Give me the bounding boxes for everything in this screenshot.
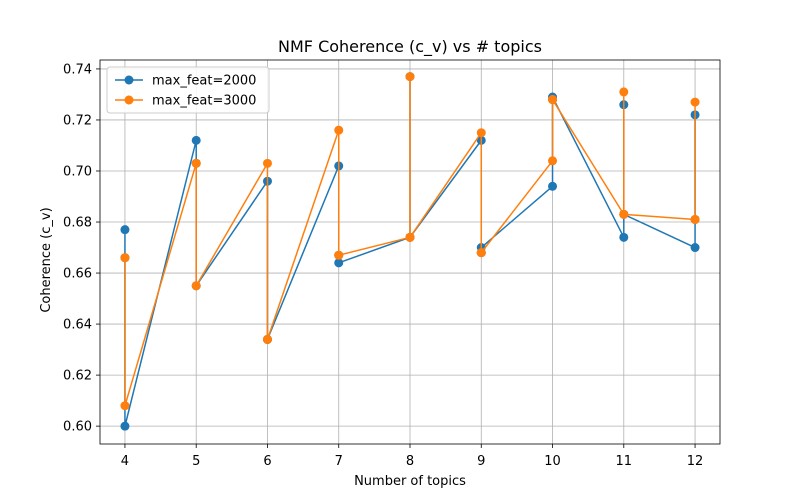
y-tick-label: 0.72 — [63, 113, 92, 128]
y-tick-label: 0.64 — [63, 318, 92, 333]
legend-swatch-marker — [124, 95, 134, 105]
legend: max_feat=2000 max_feat=3000 — [106, 66, 270, 114]
legend-swatch-marker — [124, 75, 134, 85]
data-point — [120, 225, 130, 235]
data-point — [548, 95, 558, 105]
x-tick-label: 5 — [192, 454, 200, 469]
data-point — [120, 253, 130, 263]
data-point — [405, 232, 415, 242]
data-point — [476, 128, 486, 138]
y-tick-label: 0.62 — [63, 369, 92, 384]
data-point — [548, 181, 558, 191]
y-tick-label: 0.70 — [63, 164, 92, 179]
legend-entry-label: max_feat=2000 — [152, 74, 256, 89]
y-tick-label: 0.74 — [63, 62, 92, 77]
data-point — [619, 209, 629, 219]
data-point — [120, 421, 130, 431]
data-point — [191, 158, 201, 168]
x-tick-label: 11 — [616, 454, 633, 469]
data-point — [262, 334, 272, 344]
data-point — [191, 281, 201, 291]
chart-title: NMF Coherence (c_v) vs # topics — [278, 37, 542, 57]
data-point — [262, 158, 272, 168]
x-tick-label: 9 — [477, 454, 485, 469]
data-point — [690, 214, 700, 224]
plot-frame — [99, 59, 721, 445]
data-point — [191, 135, 201, 145]
data-point — [334, 258, 344, 268]
x-tick-label: 6 — [263, 454, 271, 469]
data-point — [690, 243, 700, 253]
data-point — [476, 248, 486, 258]
data-point — [548, 156, 558, 166]
x-tick-label: 4 — [121, 454, 129, 469]
data-point — [334, 250, 344, 260]
data-point — [619, 87, 629, 97]
x-tick-label: 12 — [687, 454, 704, 469]
data-point — [405, 72, 415, 82]
x-tick-label: 7 — [335, 454, 343, 469]
y-tick-label: 0.68 — [63, 216, 92, 231]
x-axis-label: Number of topics — [354, 474, 466, 489]
x-tick-label: 8 — [406, 454, 414, 469]
legend-box — [106, 66, 270, 114]
x-tick-label: 10 — [544, 454, 561, 469]
data-point — [120, 401, 130, 411]
data-point — [619, 232, 629, 242]
y-axis-label: Coherence (c_v) — [39, 207, 54, 312]
data-point — [690, 97, 700, 107]
y-tick-label: 0.66 — [63, 267, 92, 282]
series-2 — [120, 72, 700, 411]
data-point — [334, 125, 344, 135]
axes: 4 5 6 7 8 9 10 11 12 0.60 0.62 0.64 0.66 0.68 0.70 0.72… — [63, 59, 721, 469]
legend-entry-label: max_feat=3000 — [152, 94, 256, 109]
series-layer — [120, 72, 700, 431]
y-tick-label: 0.60 — [63, 420, 92, 435]
